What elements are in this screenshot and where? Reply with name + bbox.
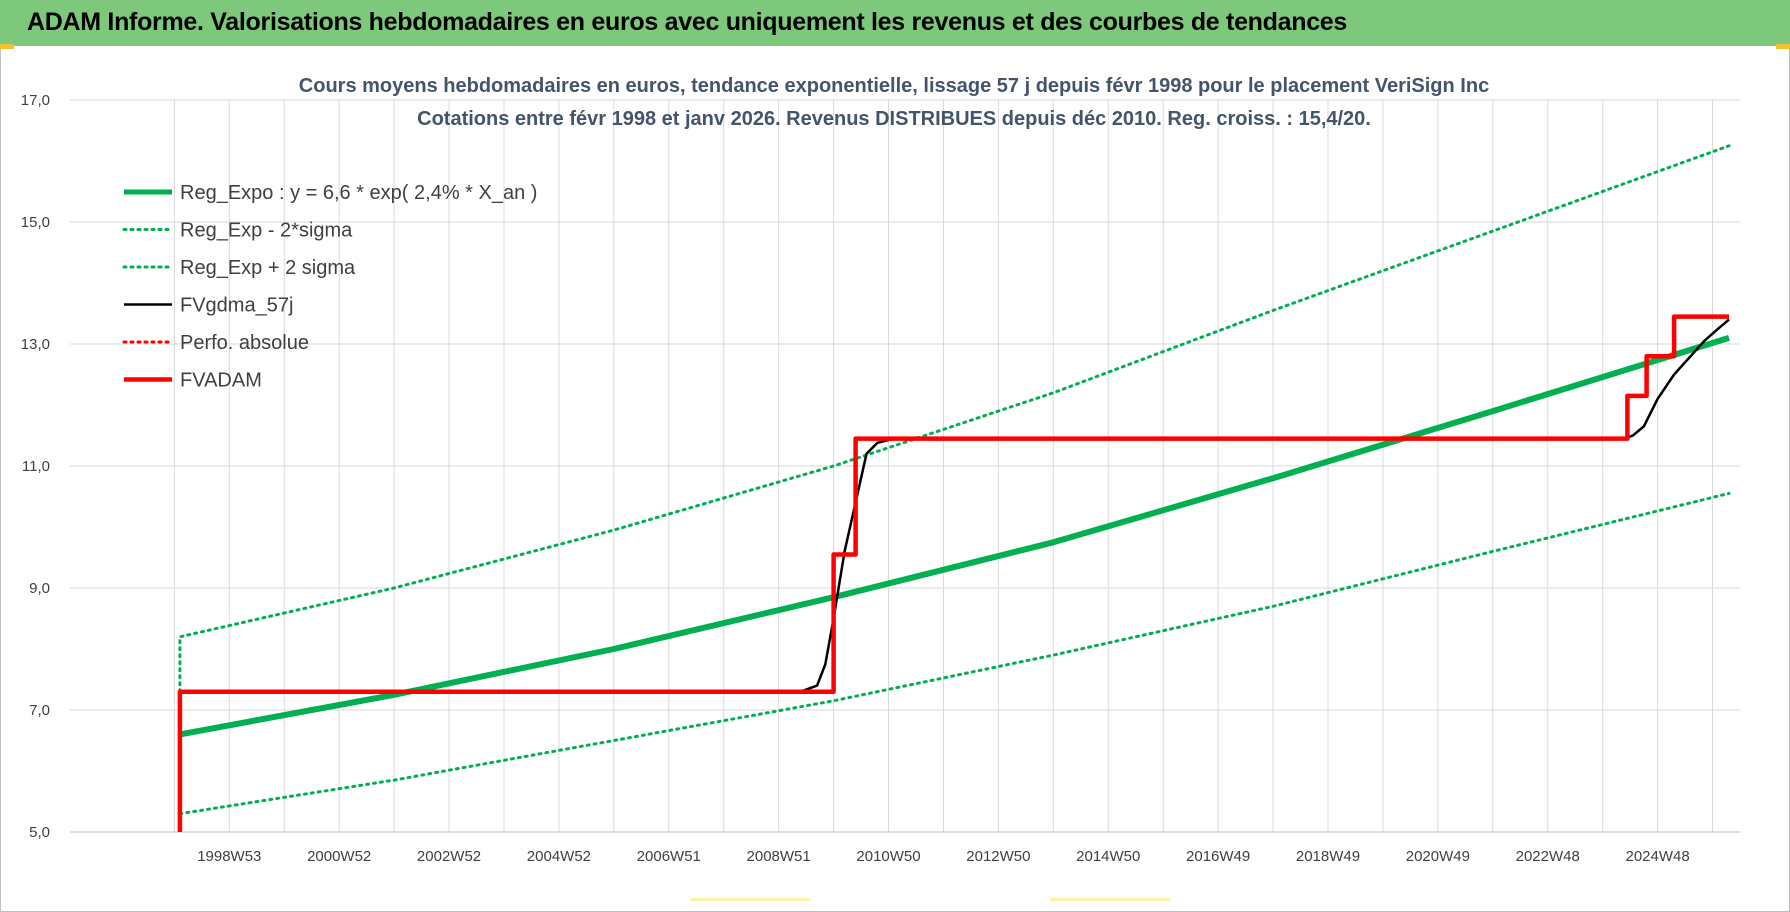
y-tick-label: 7,0: [29, 702, 50, 719]
legend-label: FVgdma_57j: [180, 295, 293, 317]
corner-mark-right: [1776, 44, 1790, 49]
x-tick-label: 1998W53: [197, 848, 261, 865]
x-tick-label: 2012W50: [966, 848, 1030, 865]
y-tick-label: 11,0: [22, 458, 50, 475]
legend-label: Reg_Exp + 2 sigma: [180, 257, 356, 279]
y-axis-ticks: 5,0 7,0 9,0 11,0 13,0 15,0 17,0: [21, 92, 50, 841]
x-tick-label: 2004W52: [527, 848, 591, 865]
x-tick-label: 2006W51: [637, 848, 701, 865]
x-tick-label: 2024W48: [1625, 848, 1689, 865]
series-line: [178, 491, 1731, 816]
series-line: [179, 335, 1730, 738]
x-tick-label: 2002W52: [417, 848, 481, 865]
grid: [70, 99, 1740, 833]
x-tick-label: 2014W50: [1076, 848, 1140, 865]
x-tick-label: 2000W52: [307, 848, 371, 865]
x-tick-label: 2008W51: [747, 848, 811, 865]
x-axis-ticks: 1998W53 2000W52 2002W52 2004W52 2006W51 2008W…: [197, 848, 1690, 865]
x-tick-label: 2020W49: [1406, 848, 1470, 865]
header-banner: ADAM Informe. Valorisations hebdomadaire…: [0, 0, 1790, 46]
page-title: ADAM Informe. Valorisations hebdomadaire…: [27, 8, 1348, 36]
x-tick-label: 2018W49: [1296, 848, 1360, 865]
chart-title-line-2: Cotations entre févr 1998 et janv 2026. …: [417, 108, 1371, 130]
y-tick-label: 5,0: [29, 824, 50, 841]
y-tick-label: 15,0: [21, 214, 50, 231]
series-line: [800, 318, 1730, 693]
legend: Reg_Expo : y = 6,6 * exp( 2,4% * X_an ) R…: [122, 182, 537, 392]
series-line: [178, 144, 1731, 694]
legend-label: Reg_Exp - 2*sigma: [180, 220, 353, 242]
y-tick-label: 17,0: [21, 92, 50, 109]
bottom-mark: [1050, 898, 1170, 901]
series-group: [177, 144, 1731, 832]
legend-label: Perfo. absolue: [180, 332, 309, 354]
legend-label: FVADAM: [180, 370, 262, 392]
x-tick-label: 2016W49: [1186, 848, 1250, 865]
x-tick-label: 2022W48: [1516, 848, 1580, 865]
series-line: [177, 314, 1729, 832]
legend-label: Reg_Expo : y = 6,6 * exp( 2,4% * X_an ): [180, 182, 537, 204]
y-tick-label: 13,0: [21, 336, 50, 353]
chart-title-line-1: Cours moyens hebdomadaires en euros, ten…: [299, 75, 1489, 97]
corner-mark-left: [0, 44, 14, 49]
bottom-mark: [690, 898, 810, 901]
x-tick-label: 2010W50: [856, 848, 920, 865]
y-tick-label: 9,0: [29, 580, 50, 597]
